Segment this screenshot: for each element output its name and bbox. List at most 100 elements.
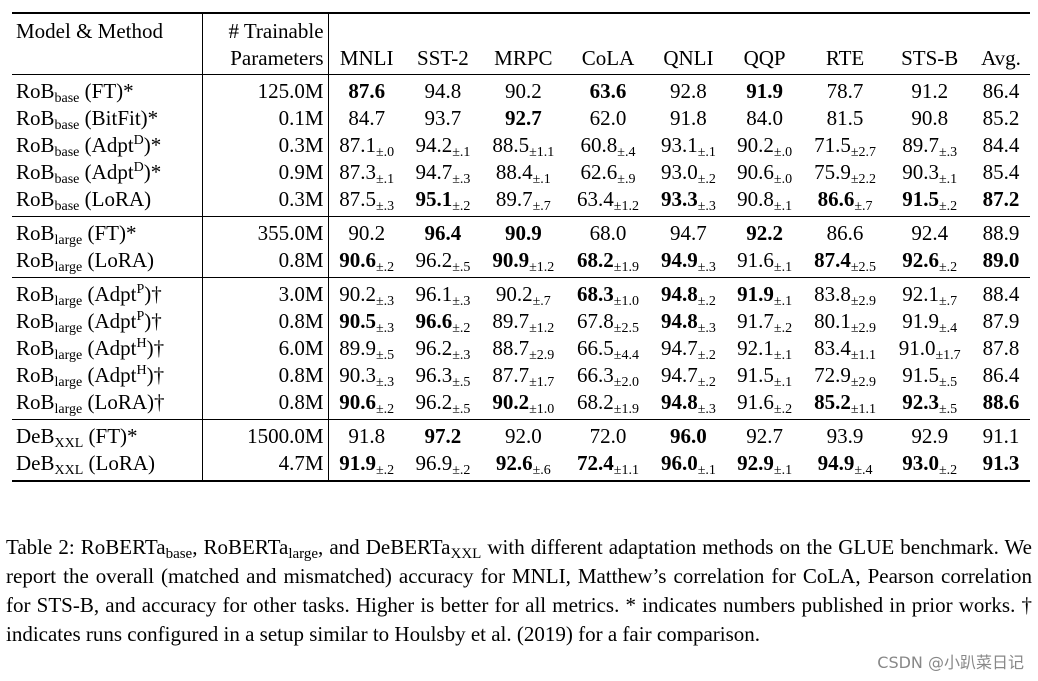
- score-value: 96.0: [660, 451, 698, 475]
- score-std: ±.2: [375, 402, 395, 417]
- task-header-rte: RTE: [825, 46, 865, 70]
- score-value: 88.6: [982, 390, 1020, 414]
- model-base-name: RoB: [16, 390, 55, 414]
- score-value: 63.6: [589, 79, 627, 103]
- score-std: ±1.2: [529, 260, 555, 275]
- score-std: ±1.1: [613, 463, 639, 478]
- score-cell: 97.2: [404, 419, 482, 450]
- score-std: ±2.5: [850, 260, 876, 275]
- score-cell: 92.9: [887, 419, 973, 450]
- score-value: 94.8: [424, 79, 462, 103]
- score-value: 90.3: [339, 363, 376, 387]
- table-row: RoBlarge (AdptP)† 0.8M 90.5±.3 96.6±.2 89.7±…: [12, 308, 1030, 336]
- score-std: ±.3: [452, 294, 471, 309]
- score-value: 67.8: [577, 309, 614, 333]
- score-value: 91.8: [348, 424, 386, 448]
- params-cell: 0.8M: [202, 247, 329, 278]
- score-std: ±.5: [452, 402, 471, 417]
- score-value: 93.1: [660, 133, 698, 157]
- score-cell: 86.4: [972, 362, 1030, 389]
- score-value: 91.5: [902, 363, 939, 387]
- score-cell: 90.5±.3: [328, 308, 405, 336]
- score-std: ±1.1: [529, 145, 555, 160]
- score-value: 86.4: [982, 363, 1020, 387]
- score-value: 96.2: [415, 390, 453, 414]
- model-size-subscript: large: [54, 260, 83, 275]
- caption-part-3: , and DeBERTa: [318, 535, 451, 559]
- score-value: 87.3: [339, 160, 376, 184]
- method-suffix: *: [123, 79, 134, 103]
- score-value: 96.9: [415, 451, 453, 475]
- score-std: ±.2: [938, 463, 958, 478]
- results-table: Model & Method # Trainable Parameters MN…: [12, 12, 1030, 482]
- score-cell: 88.9: [972, 216, 1030, 247]
- score-std: ±.1: [452, 145, 471, 160]
- score-cell: 66.5±4.4: [566, 335, 651, 363]
- score-std: ±.3: [375, 321, 395, 336]
- model-method-cell: RoBbase (BitFit)*: [12, 105, 203, 133]
- score-std: ±4.4: [613, 348, 639, 363]
- score-std: ±.5: [452, 375, 471, 390]
- score-cell: 96.2±.5: [405, 247, 481, 278]
- score-value: 90.5: [339, 309, 376, 333]
- score-value: 89.7: [495, 187, 533, 211]
- params-cell: 0.9M: [202, 159, 329, 186]
- model-method-cell: RoBlarge (AdptP)†: [12, 308, 203, 336]
- score-std: ±.3: [697, 321, 716, 336]
- score-cell: 85.4: [972, 159, 1030, 186]
- score-std: ±.1: [532, 172, 551, 187]
- score-std: ±.3: [697, 402, 716, 417]
- score-value: 68.3: [577, 282, 614, 306]
- table-row: RoBlarge (LoRA)† 0.8M 90.6±.2 96.2±.5 90.2±1…: [12, 389, 1030, 420]
- model-base-name: RoB: [16, 133, 55, 157]
- score-value: 96.2: [415, 336, 453, 360]
- score-cell: 92.6±.2: [887, 247, 972, 278]
- score-cell: 91.3: [972, 450, 1030, 481]
- score-cell: 63.6: [565, 74, 651, 105]
- score-std: ±.3: [938, 145, 958, 160]
- method-suffix: †: [154, 390, 165, 414]
- score-std: ±2.9: [850, 294, 876, 309]
- score-std: ±1.0: [529, 402, 555, 417]
- score-cell: 96.1±.3: [404, 277, 482, 309]
- score-cell: 86.6: [802, 216, 888, 247]
- score-cell: 90.9±1.2: [481, 247, 566, 278]
- score-cell: 75.9±2.2: [803, 159, 888, 187]
- model-base-name: DeB: [16, 451, 55, 475]
- score-std: ±.4: [938, 321, 958, 336]
- score-value: 81.5: [826, 106, 864, 130]
- score-cell: 72.9±2.9: [803, 362, 888, 390]
- score-value: 93.7: [424, 106, 462, 130]
- score-std: ±.3: [452, 348, 471, 363]
- score-std: ±1.1: [850, 402, 876, 417]
- table-row: RoBbase (FT)* 125.0M 87.6 94.8 90.2 63.6 92.8 9…: [12, 74, 1030, 106]
- score-cell: 90.6±.2: [328, 389, 405, 420]
- model-base-name: RoB: [16, 106, 55, 130]
- score-std: ±.3: [697, 199, 716, 214]
- model-base-name: RoB: [16, 160, 55, 184]
- score-value: 90.6: [339, 390, 376, 414]
- score-std: ±.1: [773, 199, 793, 214]
- score-cell: 90.6±.0: [727, 159, 803, 187]
- table-row: RoBlarge (FT)* 355.0M 90.2 96.4 90.9 68.0 94.7…: [12, 216, 1030, 248]
- method-suffix: )†: [144, 309, 162, 333]
- score-cell: 91.7±.2: [727, 308, 803, 336]
- score-value: 72.9: [814, 363, 851, 387]
- score-cell: 92.7: [481, 105, 566, 132]
- score-std: ±2.0: [613, 375, 639, 390]
- score-cell: 85.2±1.1: [803, 389, 888, 420]
- model-size-subscript: large: [54, 375, 83, 390]
- score-value: 92.1: [737, 336, 774, 360]
- score-value: 94.8: [660, 390, 698, 414]
- score-cell: 92.9±.1: [727, 450, 803, 481]
- model-size-subscript: large: [54, 402, 83, 417]
- method-name: (Adpt: [82, 363, 137, 387]
- model-method-cell: RoBlarge (LoRA): [12, 247, 203, 278]
- score-value: 90.8: [911, 106, 949, 130]
- score-value: 91.9: [737, 282, 774, 306]
- model-method-cell: DeBXXL (FT)*: [12, 419, 203, 451]
- table-row: RoBbase (AdptD)* 0.9M 87.3±.1 94.7±.3 88.4±.…: [12, 159, 1030, 187]
- method-superscript: D: [133, 133, 144, 148]
- method-name: (Adpt: [82, 309, 137, 333]
- model-size-subscript: base: [54, 91, 80, 106]
